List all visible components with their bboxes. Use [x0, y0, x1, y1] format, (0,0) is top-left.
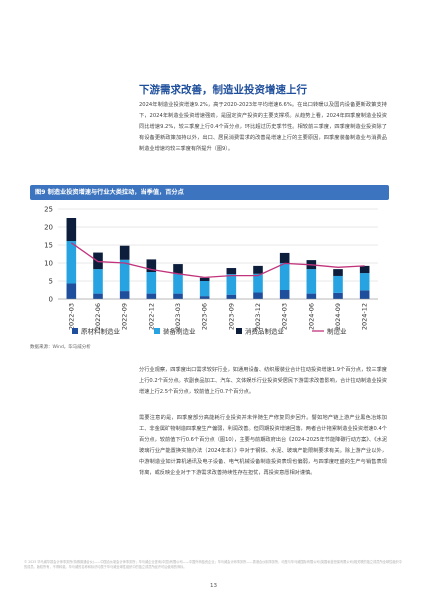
bar-segment	[359, 265, 370, 274]
x-tick-label: 2024-06	[307, 303, 315, 330]
bar-segment	[146, 259, 157, 272]
legend-label: 原材料制造业	[81, 327, 121, 336]
energy-paragraph: 需要注意的是，四季度部分高能耗行业投资并未伴随生产修复同步回升。譬如地产链上游产…	[139, 415, 388, 476]
bar-segment	[173, 264, 183, 274]
x-tick-label: 2023-09	[227, 303, 235, 330]
bar-segment	[333, 269, 343, 276]
x-tick-label: 2024-09	[334, 303, 342, 330]
x-tick-label: 2023-06	[201, 303, 209, 330]
x-tick-label: 2022-12	[147, 303, 155, 330]
bar-segment	[119, 259, 130, 292]
bar-segment	[359, 290, 370, 299]
page-number: 13	[210, 583, 217, 589]
bar-segment	[359, 273, 370, 291]
legend-swatch	[236, 328, 242, 334]
bar-segment	[173, 293, 183, 299]
y-tick-label: 0	[49, 296, 53, 304]
x-tick-label: 2022-03	[67, 303, 75, 330]
legend-swatch	[154, 328, 160, 334]
bar-segment	[93, 269, 103, 294]
x-tick-label: 2024-12	[361, 303, 369, 330]
intro-paragraph: 2024年制造业投资增速9.2%，高于2020-2023年平均增速6.6%。在出…	[139, 102, 387, 152]
y-tick-label: 10	[44, 260, 53, 268]
x-axis: 2022-03 2022-06 2022-09 2022-12 2023-03 2023-…	[58, 298, 378, 330]
bar-segment	[333, 275, 343, 293]
chart-total-line	[70, 242, 365, 279]
section-title: 下游需求改善，制造业投资增速上行	[139, 84, 307, 96]
bar-segment	[146, 272, 157, 294]
bar-segment	[93, 293, 103, 299]
x-tick-label: 2024-03	[281, 303, 289, 330]
bar-segment	[173, 273, 183, 294]
y-tick-label: 15	[44, 242, 53, 250]
legend-label: 装备制造业	[163, 327, 196, 336]
bar-segment	[199, 277, 210, 281]
bar-segment	[279, 290, 290, 299]
bar-segment	[226, 268, 237, 275]
figure-source: 数据来源：Wind，毕马威分析	[30, 345, 91, 350]
legend-label: 制造业	[327, 327, 347, 336]
bar-segment	[66, 218, 77, 242]
figure-9-chart: 0 5 10 15 20 25 2022-03 2022-06 2022-09 2022-12 2…	[30, 201, 390, 341]
legend-label: 消费品制造业	[245, 327, 285, 336]
bar-segment	[253, 273, 263, 293]
bar-segment	[199, 281, 210, 297]
bar-segment	[66, 283, 77, 299]
chart-grid	[58, 208, 378, 300]
x-tick-label: 2023-03	[174, 303, 182, 330]
bar-segment	[226, 274, 237, 295]
bar-segment	[253, 292, 263, 299]
industry-paragraph: 分行业观察，四季度出口需求较好行业，如通用设备、纺织服装业合计拉动投资增速1.9…	[139, 367, 387, 395]
bar-segment	[146, 293, 157, 299]
x-tick-label: 2022-06	[94, 303, 102, 330]
chart-bars	[66, 218, 370, 299]
copyright-footer: © 2025 毕马威华振会计师事务所(特殊普通合伙)——中国合伙制会计师事务所；…	[24, 560, 402, 569]
bar-segment	[119, 245, 130, 260]
bar-segment	[306, 269, 317, 294]
bar-segment	[226, 294, 237, 299]
y-axis: 0 5 10 15 20 25	[44, 206, 53, 304]
x-tick-label: 2022-09	[121, 303, 129, 330]
bar-segment	[253, 265, 263, 274]
y-tick-label: 25	[44, 206, 53, 214]
bar-segment	[66, 241, 77, 284]
bar-segment	[333, 292, 343, 299]
series-line	[70, 242, 365, 279]
legend-swatch	[72, 328, 78, 334]
bar-segment	[279, 252, 290, 263]
chart-legend: 原材料制造业 装备制造业 消费品制造业 制造业	[72, 327, 347, 336]
figure-caption: 图9 制造业投资增速与行业大类拉动，当季值，百分点	[30, 185, 389, 200]
y-tick-label: 5	[49, 278, 53, 286]
y-tick-label: 20	[44, 224, 53, 232]
x-tick-label: 2023-12	[254, 303, 262, 330]
bar-segment	[119, 291, 130, 299]
bar-segment	[279, 263, 290, 290]
bar-segment	[199, 296, 210, 299]
bar-segment	[306, 293, 317, 299]
